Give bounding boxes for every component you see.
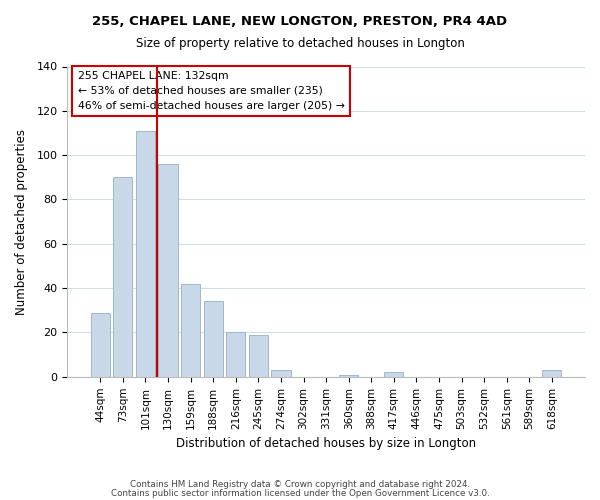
Text: 255 CHAPEL LANE: 132sqm
← 53% of detached houses are smaller (235)
46% of semi-d: 255 CHAPEL LANE: 132sqm ← 53% of detache… bbox=[77, 71, 344, 111]
Bar bbox=[203, 302, 223, 377]
Bar bbox=[91, 312, 110, 377]
Bar bbox=[384, 372, 403, 377]
Bar bbox=[226, 332, 245, 377]
Bar bbox=[158, 164, 178, 377]
Text: Contains HM Land Registry data © Crown copyright and database right 2024.: Contains HM Land Registry data © Crown c… bbox=[130, 480, 470, 489]
Y-axis label: Number of detached properties: Number of detached properties bbox=[15, 128, 28, 314]
X-axis label: Distribution of detached houses by size in Longton: Distribution of detached houses by size … bbox=[176, 437, 476, 450]
Bar bbox=[542, 370, 562, 377]
Bar bbox=[339, 374, 358, 377]
Bar bbox=[181, 284, 200, 377]
Bar bbox=[136, 131, 155, 377]
Bar bbox=[113, 178, 133, 377]
Text: Size of property relative to detached houses in Longton: Size of property relative to detached ho… bbox=[136, 38, 464, 51]
Bar bbox=[249, 334, 268, 377]
Text: 255, CHAPEL LANE, NEW LONGTON, PRESTON, PR4 4AD: 255, CHAPEL LANE, NEW LONGTON, PRESTON, … bbox=[92, 15, 508, 28]
Text: Contains public sector information licensed under the Open Government Licence v3: Contains public sector information licen… bbox=[110, 488, 490, 498]
Bar bbox=[271, 370, 290, 377]
